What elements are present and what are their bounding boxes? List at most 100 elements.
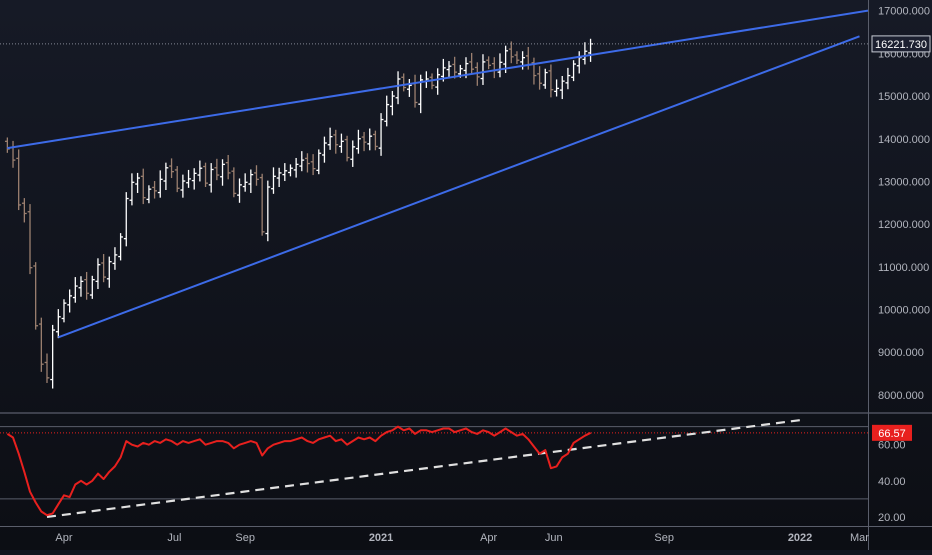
price-bar	[106, 256, 112, 288]
price-last-value-box	[871, 35, 931, 53]
price-bar	[163, 162, 169, 190]
oscillator-trendline	[46, 418, 806, 519]
price-bar	[61, 299, 67, 323]
price-bar	[237, 178, 242, 203]
price-bar	[44, 353, 50, 383]
price-bar	[208, 163, 214, 193]
price-bar	[180, 174, 186, 198]
price-bar	[282, 163, 288, 182]
price-bar	[112, 247, 118, 270]
price-bar	[265, 180, 271, 242]
price-bar	[537, 66, 542, 90]
price-bar	[123, 192, 129, 247]
price-bar	[174, 166, 180, 193]
oscillator-axis-tick-label: 60.00	[878, 440, 906, 452]
price-axis-tick-label: 14000.000	[878, 134, 930, 146]
price-bar	[101, 254, 107, 283]
price-bar	[157, 170, 163, 198]
oscillator-last-value-box	[872, 424, 912, 441]
price-bar	[486, 56, 492, 70]
price-bar	[84, 271, 90, 300]
price-bar	[152, 181, 157, 199]
price-bar	[259, 173, 265, 236]
price-bar	[542, 68, 548, 89]
price-bar	[299, 151, 305, 172]
time-axis-tick-label: Apr	[55, 532, 72, 544]
price-bar	[554, 79, 559, 97]
price-bar	[21, 198, 27, 223]
price-bar	[50, 324, 56, 389]
price-bar	[395, 71, 401, 105]
oscillator-last-value-label: 66.57	[878, 428, 906, 440]
price-bar	[55, 309, 61, 339]
oscillator-panel	[0, 418, 868, 519]
price-bar	[406, 78, 412, 97]
price-bar	[140, 168, 146, 205]
price-bar	[356, 129, 361, 154]
price-bar	[514, 51, 520, 65]
time-axis: Apr Jul Sep 2021 Apr Jun Sep 2022 Mar	[55, 532, 869, 544]
price-bar	[135, 172, 140, 193]
oscillator-line	[6, 425, 592, 517]
price-bar	[271, 167, 276, 194]
price-bar	[186, 169, 191, 188]
price-bar	[146, 185, 152, 204]
time-axis-tick-label: Mar	[850, 532, 869, 544]
price-panel	[0, 9, 868, 389]
time-axis-tick-label: Sep	[235, 532, 255, 544]
price-bar	[191, 168, 197, 190]
price-bar	[548, 64, 554, 98]
price-bar	[361, 131, 367, 152]
time-axis-tick-label: Sep	[654, 532, 674, 544]
price-last-value-label: 16221.730	[875, 39, 927, 51]
price-bar	[242, 173, 248, 192]
time-axis-tick-label: Jun	[545, 532, 563, 544]
oscillator-axis-tick-label: 40.00	[878, 476, 906, 488]
time-axis-tick-label: 2021	[369, 532, 393, 544]
price-bar	[571, 60, 576, 82]
price-bar	[33, 262, 39, 330]
price-bar	[288, 164, 293, 177]
price-bar	[197, 160, 203, 182]
price-bar	[344, 135, 350, 162]
price-bar	[316, 149, 322, 175]
price-bar	[293, 157, 299, 178]
price-bar	[565, 67, 571, 90]
price-bar	[89, 275, 95, 299]
price-bar	[389, 90, 395, 116]
price-bar	[203, 162, 208, 188]
price-bar	[129, 173, 135, 206]
price-axis-tick-label: 11000.000	[878, 262, 929, 274]
price-bar	[446, 61, 452, 79]
price-bar	[225, 154, 231, 180]
price-bar	[67, 289, 73, 313]
price-bar	[276, 167, 282, 188]
price-bar	[401, 73, 407, 92]
price-bar	[16, 149, 22, 211]
price-bar	[559, 75, 565, 100]
price-axis-tick-label: 13000.000	[878, 176, 930, 188]
price-bar	[333, 129, 339, 154]
price-bar	[231, 167, 237, 198]
price-axis-tick-label: 10000.000	[878, 305, 930, 317]
price-bar	[508, 41, 514, 64]
last-value-labels: 16221.730 66.57	[871, 35, 931, 441]
price-axis-tick-label: 9000.000	[878, 347, 924, 359]
price-bar	[95, 258, 101, 290]
price-bar	[372, 130, 378, 151]
price-bar	[452, 56, 458, 79]
price-axis: 8000.000 9000.000 10000.000 11000.000 12000.…	[878, 6, 930, 402]
price-bar	[322, 136, 327, 163]
price-bar	[531, 57, 537, 85]
time-axis-tick-label: 2022	[788, 532, 812, 544]
price-axis-tick-label: 17000.000	[878, 6, 930, 18]
price-bar	[435, 68, 441, 95]
price-bar	[378, 113, 384, 156]
price-bar	[72, 277, 78, 303]
price-axis-tick-label: 15000.000	[878, 91, 930, 103]
price-trendline	[57, 35, 860, 339]
